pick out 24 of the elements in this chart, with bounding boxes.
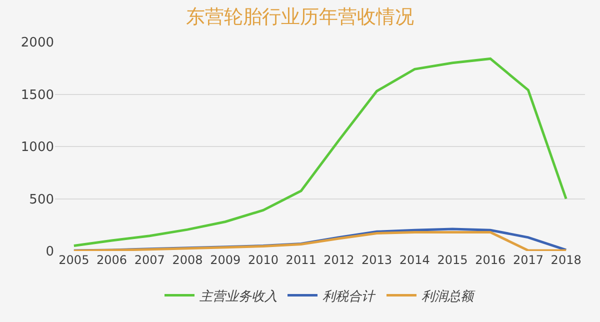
- y-tick-label: 1500: [20, 88, 54, 103]
- x-tick-label: 2008: [172, 253, 203, 267]
- y-tick-label: 1000: [20, 140, 54, 156]
- y-tick-label: 0: [46, 244, 54, 260]
- x-tick-label: 2005: [58, 253, 90, 267]
- x-tick-label: 2015: [437, 253, 468, 267]
- x-tick-label: 2017: [512, 253, 544, 267]
- chart-title: 东营轮胎行业历年营收情况: [186, 6, 414, 28]
- x-tick-label: 2013: [362, 253, 392, 267]
- legend-label: 利税合计: [322, 289, 376, 304]
- x-tick-label: 2011: [286, 253, 316, 267]
- x-tick-label: 2016: [475, 253, 506, 267]
- x-tick-label: 2006: [96, 253, 128, 267]
- legend-label: 利润总额: [422, 289, 476, 304]
- y-tick-label: 2000: [20, 36, 54, 51]
- x-tick-label: 2010: [248, 253, 278, 267]
- x-tick-label: 2012: [324, 253, 354, 267]
- line-series: [72, 57, 568, 248]
- x-tick-label: 2009: [210, 253, 241, 267]
- y-tick-label: 500: [29, 192, 54, 208]
- x-tick-label: 2007: [134, 253, 165, 267]
- x-tick-label: 2014: [399, 253, 430, 267]
- legend-label: 主营业务收入: [200, 288, 278, 304]
- x-tick-label: 2018: [550, 253, 582, 267]
